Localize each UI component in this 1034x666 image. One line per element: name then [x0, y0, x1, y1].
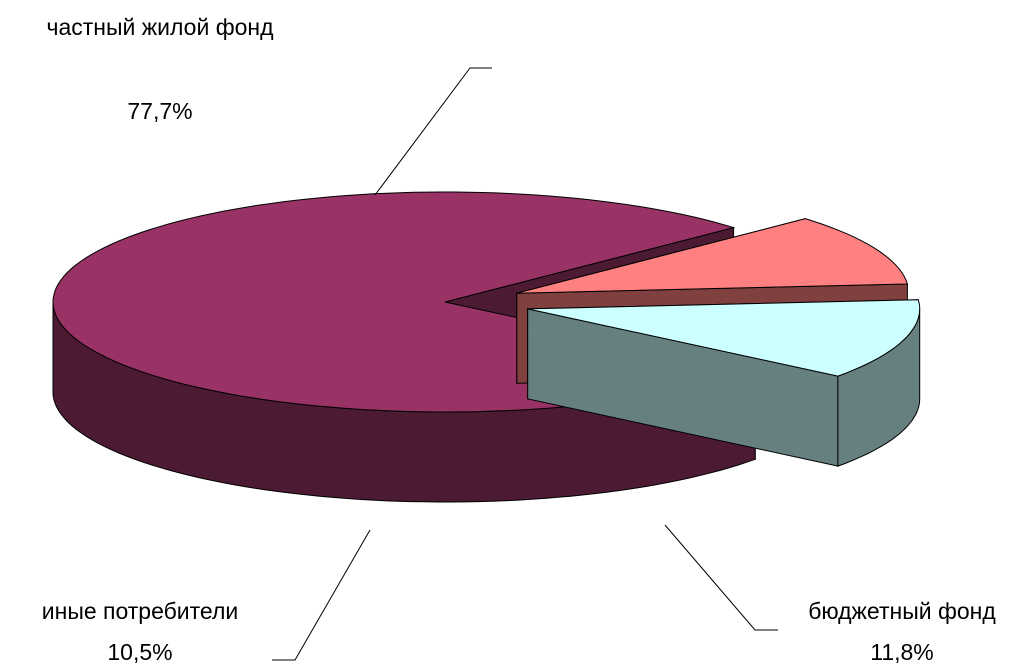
leader-line	[664, 524, 778, 631]
leader-line	[272, 529, 371, 661]
slice-label: иные потребители	[41, 598, 239, 624]
pie-slice	[516, 218, 909, 294]
slice-value-label: 10,5%	[107, 639, 173, 665]
slice-label: частный жилой фонд	[46, 14, 274, 40]
leader-line	[374, 67, 492, 196]
pie-slice	[527, 299, 921, 377]
slice-label: бюджетный фонд	[808, 598, 996, 624]
slice-value-label: 77,7%	[127, 98, 193, 124]
slice-value-label: 11,8%	[870, 639, 934, 665]
